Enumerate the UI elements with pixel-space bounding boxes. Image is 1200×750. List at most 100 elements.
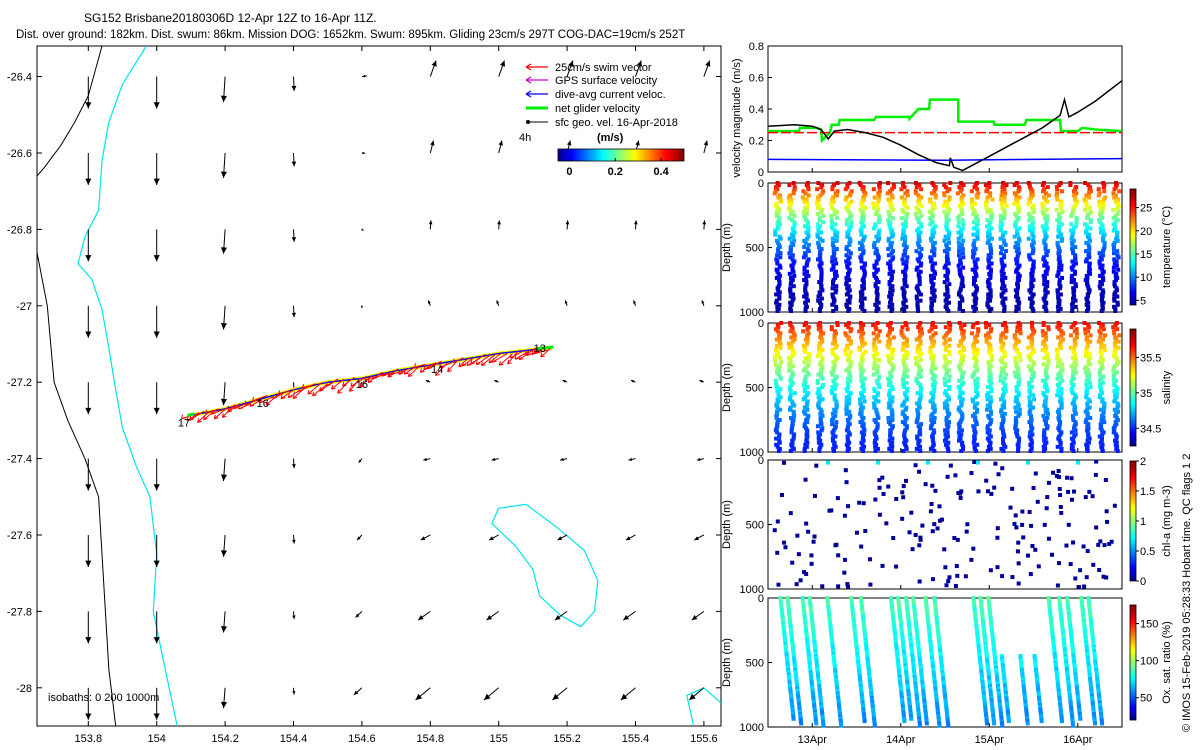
section-point bbox=[846, 356, 851, 361]
section-point bbox=[944, 226, 949, 231]
section-point bbox=[1048, 609, 1053, 614]
swim-vector-head bbox=[458, 362, 463, 368]
section-point bbox=[981, 619, 985, 624]
section-point bbox=[902, 413, 907, 418]
section-point bbox=[1071, 372, 1076, 377]
section-point bbox=[925, 614, 930, 619]
section-point bbox=[1027, 296, 1032, 301]
section-point bbox=[1056, 688, 1061, 693]
section-point bbox=[833, 667, 838, 672]
section-point bbox=[963, 574, 968, 579]
section-point bbox=[985, 426, 990, 431]
section-point bbox=[989, 695, 994, 700]
section-point bbox=[857, 345, 862, 350]
section-point bbox=[903, 393, 908, 398]
section-point bbox=[843, 351, 848, 356]
section-point bbox=[904, 672, 909, 677]
section-point bbox=[911, 667, 916, 672]
section-point bbox=[957, 426, 962, 431]
section-point bbox=[940, 670, 945, 675]
section-point bbox=[1084, 302, 1089, 307]
section-point bbox=[929, 306, 934, 311]
section-point bbox=[1029, 333, 1034, 338]
section-point bbox=[1014, 181, 1019, 185]
section-point bbox=[826, 605, 831, 610]
section-point bbox=[1025, 553, 1030, 558]
section-point bbox=[1043, 286, 1048, 291]
section-point bbox=[1069, 430, 1074, 435]
section-point bbox=[889, 362, 894, 367]
section-point bbox=[917, 469, 922, 474]
section-point bbox=[848, 339, 853, 344]
section-point bbox=[805, 335, 810, 340]
section-point bbox=[1042, 195, 1047, 200]
section-point bbox=[804, 321, 809, 325]
section-point bbox=[877, 216, 882, 221]
section-point bbox=[791, 242, 796, 247]
chart-subtitle: Dist. over ground: 182km. Dist. swum: 86… bbox=[16, 29, 685, 41]
section-point bbox=[987, 323, 992, 328]
section-point bbox=[942, 401, 947, 406]
section-point bbox=[777, 222, 782, 227]
section-point bbox=[1083, 495, 1088, 500]
section-point bbox=[789, 630, 794, 635]
section-point bbox=[927, 630, 932, 635]
section-point bbox=[787, 199, 792, 204]
section-point bbox=[1014, 193, 1019, 198]
section-point bbox=[1073, 224, 1078, 229]
track-day-label: 13 bbox=[534, 343, 546, 355]
section-point bbox=[835, 688, 840, 693]
swim-vector-head bbox=[221, 413, 227, 418]
section-point bbox=[957, 434, 962, 439]
section-point bbox=[876, 280, 881, 285]
section-point bbox=[928, 197, 933, 202]
section-point bbox=[773, 185, 778, 190]
section-point bbox=[1073, 187, 1078, 192]
section-point bbox=[779, 321, 784, 325]
section-point bbox=[901, 302, 906, 307]
section-point bbox=[1058, 370, 1063, 375]
section-point bbox=[929, 296, 934, 301]
section-point bbox=[1055, 240, 1060, 245]
section-point bbox=[804, 183, 809, 188]
section-point bbox=[775, 444, 780, 449]
section-point bbox=[1040, 378, 1045, 383]
section-point bbox=[833, 331, 838, 336]
section-point bbox=[885, 333, 890, 338]
section-point bbox=[1098, 407, 1103, 412]
section-point bbox=[946, 721, 951, 726]
section-point bbox=[917, 234, 922, 239]
section-point bbox=[1102, 420, 1107, 425]
section-point bbox=[911, 598, 916, 603]
section-point bbox=[1099, 413, 1104, 418]
section-point bbox=[1059, 222, 1064, 227]
section-point bbox=[900, 257, 905, 262]
section-point bbox=[1041, 189, 1046, 194]
section-point bbox=[945, 306, 950, 311]
section-point bbox=[1101, 181, 1106, 185]
section-point bbox=[931, 670, 936, 675]
section-point bbox=[1090, 494, 1095, 499]
section-point bbox=[994, 672, 999, 677]
section-point bbox=[809, 677, 814, 682]
section-point bbox=[858, 290, 863, 295]
section-point bbox=[919, 331, 924, 336]
cbar-tick-label: 0.2 bbox=[608, 166, 623, 178]
section-point bbox=[858, 183, 863, 188]
section-point bbox=[1065, 602, 1070, 607]
section-point bbox=[897, 672, 902, 677]
section-point bbox=[901, 358, 906, 363]
section-point bbox=[1002, 255, 1007, 260]
section-point bbox=[918, 368, 923, 373]
section-point bbox=[984, 339, 989, 344]
section-point bbox=[1073, 576, 1078, 581]
section-point bbox=[919, 422, 924, 427]
section-point bbox=[890, 399, 895, 404]
section-point bbox=[809, 674, 814, 679]
section-point bbox=[916, 288, 921, 293]
section-point bbox=[1042, 240, 1047, 245]
section-point bbox=[832, 663, 837, 668]
section-point bbox=[887, 300, 892, 305]
section-point bbox=[815, 354, 820, 359]
section-point bbox=[854, 640, 859, 645]
